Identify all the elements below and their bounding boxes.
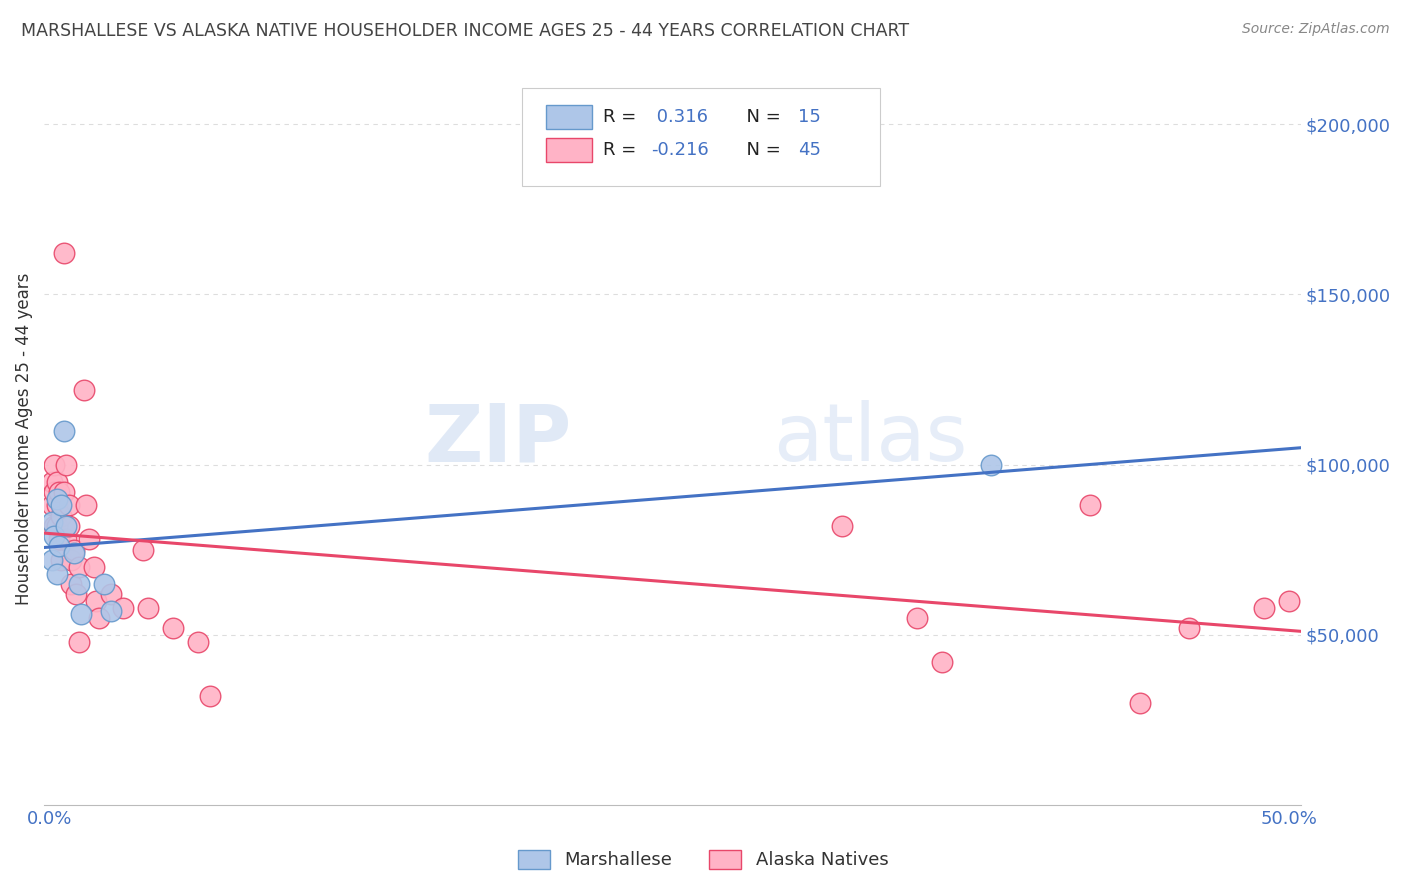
Text: atlas: atlas [773,400,967,478]
Point [52,424,75,438]
Point [67,576,90,591]
FancyBboxPatch shape [522,87,880,186]
Point [83,559,105,574]
Y-axis label: Householder Income Ages 25 - 44 years: Householder Income Ages 25 - 44 years [15,273,32,605]
Point [42,519,65,533]
Text: 0.316: 0.316 [651,108,709,126]
Point [42,458,65,472]
Point [51,508,73,523]
Point [1278,594,1301,608]
Point [60,553,83,567]
Point [931,655,953,669]
Text: -0.216: -0.216 [651,141,709,159]
Point [162,621,184,635]
Point [63,546,86,560]
Point [41,475,63,489]
Point [112,600,135,615]
Point [52,484,75,499]
Text: R =: R = [603,141,643,159]
Point [187,634,209,648]
Point [42,529,65,543]
Point [87,611,110,625]
Point [1078,499,1101,513]
Point [77,533,100,547]
Point [55,458,77,472]
Point [84,594,107,608]
Point [136,600,159,615]
Point [58,519,80,533]
Text: Source: ZipAtlas.com: Source: ZipAtlas.com [1241,22,1389,37]
Text: 45: 45 [799,141,821,159]
Point [980,458,1002,472]
Text: 15: 15 [799,108,821,126]
Point [45,475,67,489]
Point [100,587,122,601]
Point [63,542,86,557]
Point [41,499,63,513]
Point [1178,621,1201,635]
Point [70,607,93,622]
Text: MARSHALLESE VS ALASKA NATIVE HOUSEHOLDER INCOME AGES 25 - 44 YEARS CORRELATION C: MARSHALLESE VS ALASKA NATIVE HOUSEHOLDER… [21,22,910,40]
Point [905,611,928,625]
Legend: Marshallese, Alaska Natives: Marshallese, Alaska Natives [509,841,897,879]
Point [1129,696,1152,710]
Point [55,519,77,533]
Point [45,499,67,513]
Point [41,553,63,567]
Point [51,553,73,567]
Point [42,484,65,499]
Point [45,491,67,506]
Point [93,576,115,591]
Point [200,689,222,703]
Point [41,516,63,530]
Text: N =: N = [735,141,787,159]
Point [45,519,67,533]
Point [48,539,70,553]
Point [65,587,87,601]
Point [67,634,90,648]
FancyBboxPatch shape [546,105,592,128]
Text: N =: N = [735,108,787,126]
Point [100,604,122,618]
Text: R =: R = [603,108,643,126]
Point [73,383,96,397]
Text: ZIP: ZIP [425,400,572,478]
Point [48,533,70,547]
FancyBboxPatch shape [546,138,592,161]
Point [55,533,77,547]
Point [1253,600,1275,615]
Point [52,246,75,260]
Point [75,499,97,513]
Point [132,542,155,557]
Point [831,519,853,533]
Point [45,566,67,581]
Point [67,559,90,574]
Point [58,499,80,513]
Point [51,499,73,513]
Point [48,484,70,499]
Point [60,576,83,591]
